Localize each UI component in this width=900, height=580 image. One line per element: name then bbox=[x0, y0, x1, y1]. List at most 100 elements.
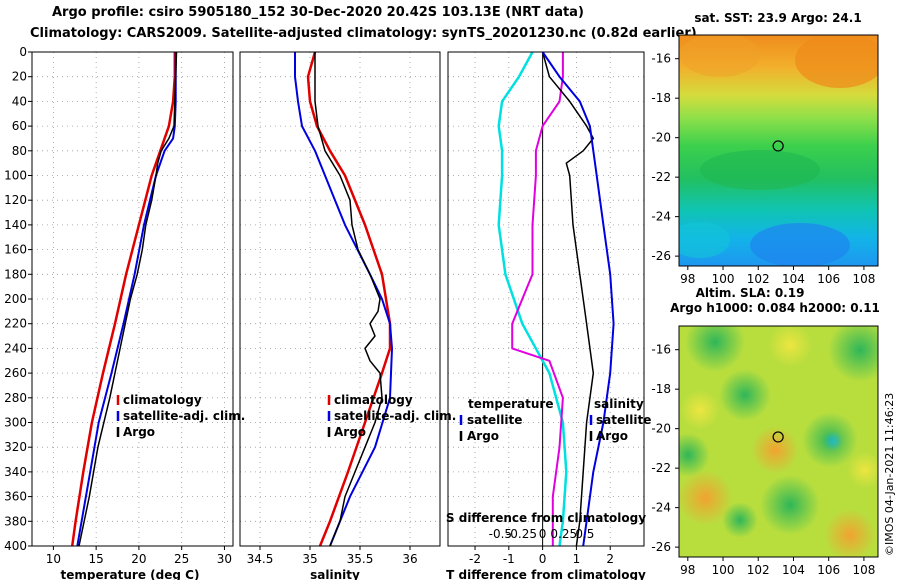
x-tick-label: 35.5 bbox=[347, 552, 374, 566]
sst-warm-patch bbox=[680, 35, 760, 77]
s-tick-label: -0.5 bbox=[489, 527, 512, 541]
panel-frame bbox=[447, 51, 645, 547]
x-tick-label: 10 bbox=[46, 552, 61, 566]
sla-low-blob bbox=[719, 369, 771, 421]
sla-low-blob bbox=[685, 326, 745, 372]
series-line-satellite-adj-clim- bbox=[76, 52, 177, 547]
map-x-tick-label: 100 bbox=[712, 272, 735, 286]
sla-cyan-blob bbox=[823, 431, 843, 451]
map-x-tick-label: 98 bbox=[680, 272, 695, 286]
y-tick-label: 240 bbox=[4, 341, 27, 355]
s-tick-label: -0.25 bbox=[506, 527, 537, 541]
map-y-tick-label: -24 bbox=[651, 501, 671, 515]
sst-map-frame bbox=[678, 34, 879, 267]
legend-label: Argo bbox=[123, 425, 155, 439]
x-tick-label: 35 bbox=[302, 552, 317, 566]
sla-high-blob bbox=[824, 509, 876, 557]
map-y-tick-label: -16 bbox=[651, 52, 671, 66]
legend-label: satellite-adj. clim. bbox=[123, 409, 245, 423]
y-tick-label: 360 bbox=[4, 490, 27, 504]
legend-label: Argo bbox=[467, 429, 499, 443]
x-tick-label: 20 bbox=[131, 552, 146, 566]
sla-map-title: Altim. SLA: 0.19 bbox=[696, 286, 805, 300]
sst-warm-patch bbox=[795, 35, 878, 88]
series-line-s-satellite bbox=[511, 52, 564, 546]
legend-title-temperature: temperature bbox=[468, 397, 553, 411]
series-line-t-satellite bbox=[497, 51, 568, 547]
map-y-tick-label: -20 bbox=[651, 422, 671, 436]
s-tick-label: 0.5 bbox=[575, 527, 594, 541]
map-y-tick-label: -20 bbox=[651, 131, 671, 145]
x-tick-label: 36 bbox=[402, 552, 417, 566]
series-line-satellite-adj-clim- bbox=[294, 52, 393, 547]
legend-label: climatology bbox=[334, 393, 413, 407]
y-tick-label: 380 bbox=[4, 514, 27, 528]
x-tick-label: 34.5 bbox=[247, 552, 274, 566]
y-tick-label: 60 bbox=[12, 119, 27, 133]
title-line-2: Climatology: CARS2009. Satellite-adjuste… bbox=[30, 26, 697, 41]
sla-map: 98 100 102 104 106 108 -16 -18 -20 -22 -24 -26 bbox=[651, 325, 879, 577]
legend-label: satellite bbox=[467, 413, 522, 427]
sla-map-frame bbox=[678, 325, 879, 558]
y-tick-label: 260 bbox=[4, 366, 27, 380]
map-x-tick-label: 106 bbox=[817, 563, 840, 577]
sst-cool-patch bbox=[750, 223, 850, 266]
sla-map-axes: 98 100 102 104 106 108 -16 -18 -20 -22 -24 -26 bbox=[651, 343, 875, 577]
y-tick-label: 160 bbox=[4, 243, 27, 257]
map-y-tick-label: -26 bbox=[651, 540, 671, 554]
sla-high-blob bbox=[679, 470, 733, 526]
series-line-s-argo bbox=[541, 51, 615, 547]
s-tick-label: 0 bbox=[539, 527, 547, 541]
y-tick-label: 0 bbox=[19, 45, 27, 59]
x-tick-label: 30 bbox=[217, 552, 232, 566]
sst-green-patch bbox=[700, 150, 820, 190]
x-tick-label: 2 bbox=[606, 552, 614, 566]
y-tick-label: 280 bbox=[4, 391, 27, 405]
y-tick-label: 340 bbox=[4, 465, 27, 479]
panel-frame bbox=[239, 51, 441, 547]
sla-argo-marker bbox=[772, 431, 784, 443]
y-tick-label: 220 bbox=[4, 317, 27, 331]
y-tick-label: 180 bbox=[4, 267, 27, 281]
sla-low-blob bbox=[760, 475, 820, 535]
x-axis-label: temperature (deg C) bbox=[61, 568, 200, 580]
map-y-tick-label: -18 bbox=[651, 382, 671, 396]
x-axis-label: T difference from climatology bbox=[446, 568, 646, 580]
sst-map-axes: 98 100 102 104 106 108 -16 -18 -20 -22 -24 -26 bbox=[651, 52, 875, 286]
sst-map: 98 100 102 104 106 108 -16 -18 -20 -22 -24 -26 bbox=[651, 34, 879, 286]
sla-high-blob bbox=[768, 326, 812, 367]
x-tick-label: 0 bbox=[539, 552, 547, 566]
x-tick-label: 25 bbox=[174, 552, 189, 566]
depth-axis: 0 20 40 60 80 100 120 140 160 180 200 220 240 260 280 3… bbox=[4, 45, 32, 553]
map-y-tick-label: -18 bbox=[651, 91, 671, 105]
difference-panel: -2 -1 0 1 2 T difference from climatology temp… bbox=[446, 51, 651, 580]
y-tick-label: 200 bbox=[4, 292, 27, 306]
x-tick-label: 15 bbox=[89, 552, 104, 566]
y-tick-label: 140 bbox=[4, 218, 27, 232]
y-tick-label: 400 bbox=[4, 539, 27, 553]
legend-label: satellite bbox=[596, 413, 651, 427]
s-tick-label: 0.25 bbox=[550, 527, 577, 541]
salinity-difference-label: S difference from climatology bbox=[446, 511, 646, 525]
y-tick-label: 300 bbox=[4, 416, 27, 430]
sst-cool-patch bbox=[679, 222, 730, 258]
y-tick-label: 320 bbox=[4, 440, 27, 454]
x-tick-label: 1 bbox=[573, 552, 581, 566]
map-x-tick-label: 98 bbox=[680, 563, 695, 577]
map-x-tick-label: 104 bbox=[782, 272, 805, 286]
y-tick-label: 40 bbox=[12, 94, 27, 108]
sla-low-blob bbox=[828, 326, 878, 382]
map-y-tick-label: -22 bbox=[651, 461, 671, 475]
map-x-tick-label: 102 bbox=[747, 563, 770, 577]
y-tick-label: 20 bbox=[12, 70, 27, 84]
sst-map-title: sat. SST: 23.9 Argo: 24.1 bbox=[694, 11, 861, 25]
legend-label: climatology bbox=[123, 393, 202, 407]
y-tick-label: 120 bbox=[4, 193, 27, 207]
sla-low-blob bbox=[722, 502, 758, 538]
series-line-t-argo bbox=[541, 51, 595, 547]
map-y-tick-label: -16 bbox=[651, 343, 671, 357]
sla-high-blob bbox=[751, 426, 799, 474]
map-y-tick-label: -26 bbox=[651, 249, 671, 263]
legend-label: Argo bbox=[596, 429, 628, 443]
map-x-tick-label: 108 bbox=[852, 272, 875, 286]
